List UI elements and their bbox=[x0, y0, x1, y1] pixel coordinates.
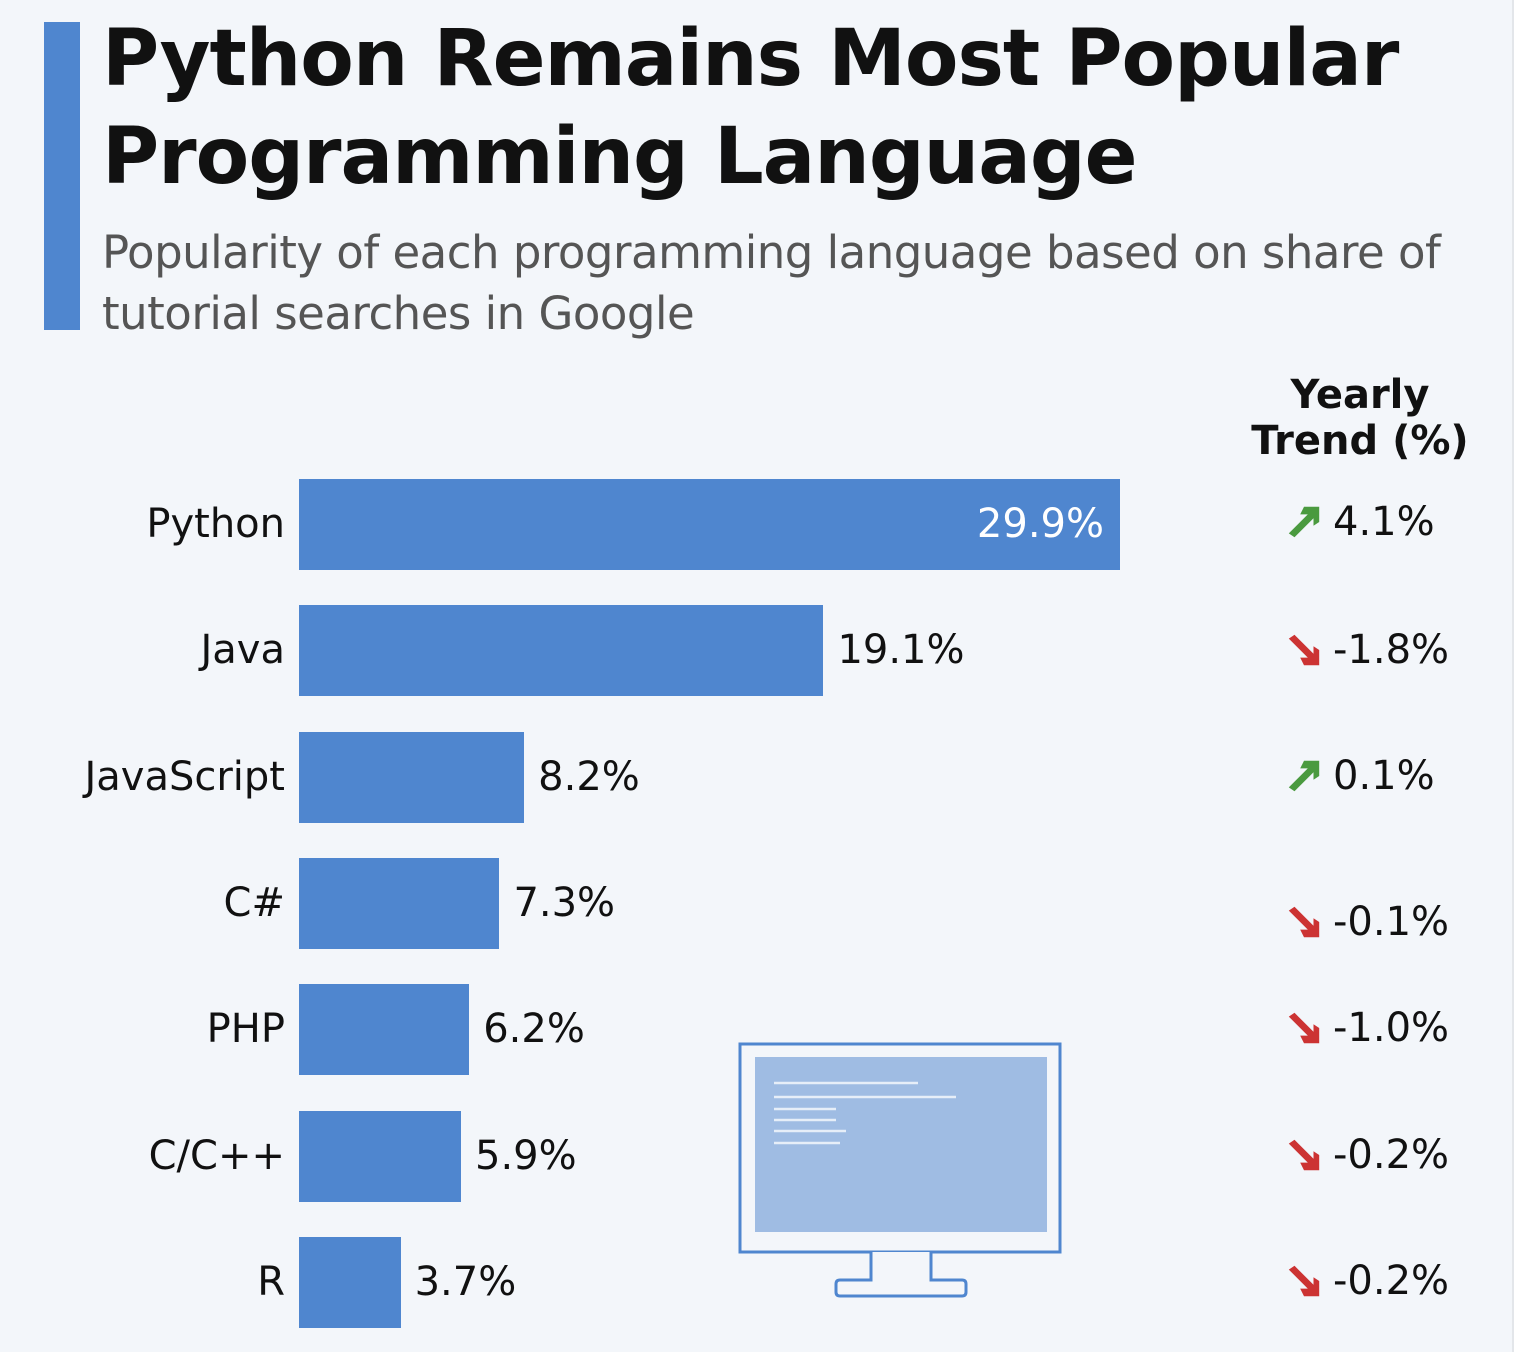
trend-item: -0.2% bbox=[1285, 1130, 1449, 1180]
arrow-down-right-icon bbox=[1288, 1139, 1320, 1171]
category-label: PHP bbox=[206, 1006, 285, 1053]
trend-item: -1.8% bbox=[1285, 625, 1449, 675]
value-label: 8.2% bbox=[538, 753, 640, 800]
value-label: 19.1% bbox=[837, 627, 965, 674]
value-label: 29.9% bbox=[976, 501, 1104, 547]
trend-header-line-2: Trend (%) bbox=[1251, 418, 1469, 464]
category-label: C# bbox=[223, 879, 285, 926]
trend-header: Yearly Trend (%) bbox=[1240, 372, 1480, 464]
chart-title: Python Remains Most Popular Programming … bbox=[102, 10, 1399, 206]
bar-python bbox=[299, 479, 1120, 570]
arrow-down-right-icon bbox=[1288, 634, 1320, 666]
value-label: 7.3% bbox=[513, 879, 616, 926]
trend-value: -0.2% bbox=[1333, 1258, 1450, 1304]
arrow-down-right-icon bbox=[1288, 1012, 1320, 1044]
trend-item: -1.0% bbox=[1285, 1003, 1449, 1053]
value-label: 3.7% bbox=[414, 1258, 517, 1305]
monitor-illustration-icon bbox=[738, 1042, 1062, 1298]
category-label: Java bbox=[200, 627, 286, 674]
right-edge-strip bbox=[1512, 0, 1522, 1352]
arrow-up-right-icon bbox=[1288, 506, 1320, 538]
category-label: JavaScript bbox=[84, 753, 285, 800]
bar-c-c- bbox=[299, 1110, 461, 1202]
trend-value: -1.0% bbox=[1333, 1005, 1450, 1051]
arrow-down-right-icon bbox=[1288, 906, 1320, 938]
category-label: Python bbox=[146, 501, 285, 547]
trend-value: 0.1% bbox=[1333, 753, 1435, 799]
category-label: R bbox=[257, 1258, 285, 1305]
trend-value: 4.1% bbox=[1333, 499, 1435, 545]
title-line-1: Python Remains Most Popular bbox=[102, 14, 1399, 104]
trend-item: -0.2% bbox=[1285, 1256, 1449, 1306]
bar-java bbox=[299, 605, 824, 697]
category-label: C/C++ bbox=[148, 1132, 285, 1179]
trend-header-line-1: Yearly bbox=[1290, 372, 1430, 418]
arrow-down-right-icon bbox=[1288, 1265, 1320, 1297]
chart-subtitle: Popularity of each programming language … bbox=[102, 226, 1441, 340]
bar-r bbox=[299, 1236, 401, 1328]
value-label: 5.9% bbox=[475, 1132, 577, 1179]
bar-c- bbox=[299, 857, 500, 949]
arrow-up-right-icon bbox=[1288, 760, 1320, 792]
title-accent-bar bbox=[44, 22, 80, 330]
trend-item: -0.1% bbox=[1285, 897, 1449, 947]
trend-value: -0.2% bbox=[1333, 1132, 1450, 1178]
value-label: 6.2% bbox=[483, 1006, 585, 1053]
bar-php bbox=[299, 984, 470, 1076]
title-line-2: Programming Language bbox=[102, 112, 1138, 202]
trend-value: -1.8% bbox=[1333, 627, 1450, 673]
trend-item: 4.1% bbox=[1285, 497, 1435, 547]
bar-javascript bbox=[299, 731, 525, 823]
trend-value: -0.1% bbox=[1333, 899, 1450, 945]
trend-item: 0.1% bbox=[1285, 751, 1435, 801]
